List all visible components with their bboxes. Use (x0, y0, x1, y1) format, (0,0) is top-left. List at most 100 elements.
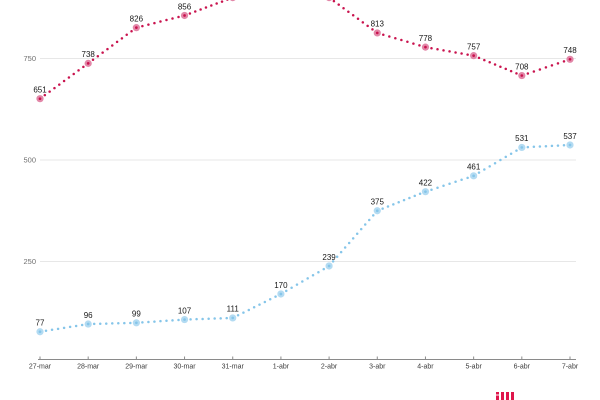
red-series-dot (483, 58, 486, 62)
y-axis-label: 250 (23, 257, 36, 266)
blue-series-dot (247, 308, 251, 312)
x-axis-label: 28-mar (77, 364, 100, 371)
blue-series-dot (509, 152, 513, 155)
red-series-dot (504, 67, 508, 71)
x-axis-label: 29-mar (125, 364, 148, 371)
blue-series-dot (285, 289, 288, 293)
blue-series-dot (311, 274, 315, 277)
red-series-dot (406, 40, 409, 44)
logo-bar (500, 392, 505, 400)
red-series-dot (347, 10, 350, 13)
blue-series-dot (335, 255, 339, 259)
red-series-dot (361, 21, 365, 24)
red-series-marker[interactable] (229, 0, 236, 2)
red-series-marker-core (86, 62, 90, 65)
blue-series-dot (44, 329, 48, 333)
blue-series-dot (153, 320, 156, 323)
red-series-data-label: 757 (467, 42, 481, 51)
x-axis-label: 6-abr (514, 364, 531, 371)
blue-series-dot (397, 201, 400, 204)
blue-series-dot (98, 322, 102, 325)
red-series-dot (448, 50, 451, 53)
blue-series-marker-core (327, 264, 331, 268)
blue-series-dot (295, 283, 299, 286)
y-axis-label: 750 (23, 54, 36, 63)
red-series-dot (58, 83, 61, 86)
red-series-dot (394, 37, 397, 40)
blue-series-dot (359, 227, 363, 231)
blue-series-dot (301, 280, 304, 283)
red-series-dot (454, 51, 457, 54)
blue-series-dot (448, 182, 451, 186)
blue-series-data-label: 239 (322, 253, 336, 262)
red-series-dot (337, 3, 340, 6)
red-series-marker-core (568, 57, 572, 61)
blue-series-dot (50, 328, 54, 332)
red-series-dot (466, 53, 469, 56)
blue-series-marker-core (520, 146, 524, 149)
blue-series-dot (544, 144, 548, 148)
blue-series-dot (562, 144, 566, 147)
red-series-dot (111, 44, 114, 47)
red-series-dot (499, 65, 502, 68)
blue-series-dot (306, 277, 309, 280)
red-series-dot (538, 68, 542, 71)
blue-series-dot (195, 317, 198, 321)
red-series-dot (171, 17, 174, 20)
blue-series-dot (499, 158, 502, 162)
red-series-dot (43, 93, 47, 97)
blue-series-dot (159, 319, 162, 323)
blue-series-dot (418, 192, 422, 196)
red-series-dot (115, 40, 119, 44)
red-series-dot (430, 46, 433, 50)
red-series-dot (177, 15, 180, 19)
red-series-dot (96, 54, 100, 58)
blue-series-marker-core (279, 292, 283, 296)
red-series-dot (412, 42, 415, 45)
red-series-dot (550, 64, 554, 67)
blue-series-dot (339, 250, 343, 254)
blue-series-dot (347, 241, 351, 245)
blue-series-dot (343, 246, 347, 249)
blue-series-dot (372, 214, 375, 217)
blue-series-dot (454, 180, 457, 184)
blue-series-data-label: 461 (467, 163, 481, 172)
blue-series-dot (268, 298, 272, 301)
red-series-dot (62, 79, 66, 83)
red-series-dot (388, 35, 391, 38)
blue-series-dot (386, 205, 390, 208)
blue-series-dot (477, 171, 481, 174)
red-series-dot (332, 0, 336, 3)
blue-series-data-label: 77 (36, 319, 45, 328)
red-series-dot (556, 62, 560, 65)
red-series-marker[interactable] (325, 0, 332, 2)
blue-series-dot (381, 207, 384, 210)
logo-bar (505, 392, 509, 400)
red-series-dot (53, 86, 56, 90)
red-series-dot (194, 10, 197, 13)
blue-series-dot (363, 223, 367, 226)
x-axis-label: 1-abr (273, 364, 290, 371)
blue-series-dot (165, 319, 168, 323)
blue-series-dot (213, 317, 216, 320)
x-axis-label: 27-mar (29, 364, 52, 371)
red-series-data-label: 856 (178, 2, 192, 11)
blue-series-dot (317, 270, 320, 274)
blue-series-dot (263, 300, 267, 304)
red-series-dot (488, 61, 491, 64)
blue-series-marker-core (424, 190, 427, 194)
red-series-dot (82, 65, 85, 69)
red-series-marker-core (472, 54, 475, 58)
blue-series-dot (80, 323, 84, 327)
blue-series-dot (413, 194, 416, 198)
red-series-dot (188, 12, 192, 15)
blue-series-dot (436, 186, 439, 189)
red-series-marker-core (520, 74, 524, 77)
blue-series-dot (56, 327, 60, 331)
logo-bar (496, 392, 500, 400)
red-series-dot (141, 24, 144, 28)
blue-series-dot (290, 286, 293, 290)
x-axis-label: 7-abr (562, 364, 579, 371)
